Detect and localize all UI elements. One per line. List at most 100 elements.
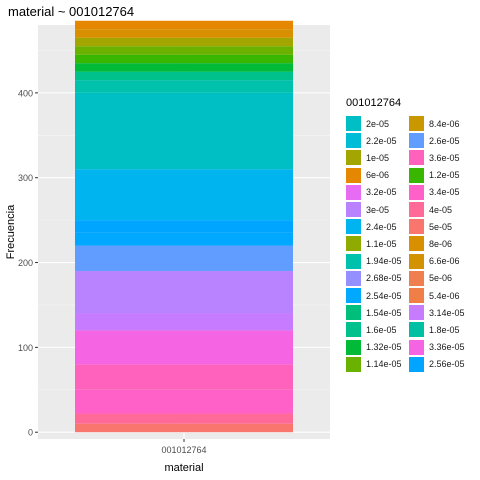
legend-item: 3.4e-05	[409, 184, 460, 201]
legend-label: 6.6e-06	[429, 256, 460, 266]
legend-item: 1.32e-05	[346, 339, 402, 356]
legend: 2e-05 2.2e-05 1e-05 6e-06 3.2e-05 3e-05 2.4e-0…	[346, 115, 480, 375]
legend-item: 3e-05	[346, 201, 389, 218]
legend-label: 1.2e-05	[429, 170, 460, 180]
legend-label: 3e-05	[366, 205, 389, 215]
legend-label: 3.36e-05	[429, 342, 465, 352]
legend-item: 2e-05	[346, 115, 389, 132]
legend-label: 5e-06	[429, 273, 452, 283]
legend-swatch	[409, 357, 424, 372]
bar-segment	[75, 414, 293, 424]
x-axis: 001012764	[161, 439, 206, 455]
legend-item: 1.6e-05	[346, 321, 397, 338]
legend-swatch	[346, 202, 361, 217]
legend-item: 1.1e-05	[346, 235, 397, 252]
bar-segment	[75, 80, 293, 93]
legend-swatch	[409, 340, 424, 355]
legend-item: 1.54e-05	[346, 304, 402, 321]
legend-item: 2.56e-05	[409, 356, 465, 373]
legend-item: 2.4e-05	[346, 218, 397, 235]
bar-segment	[75, 424, 293, 432]
legend-label: 2.6e-05	[429, 136, 460, 146]
y-tick-label: 300	[18, 173, 33, 183]
legend-label: 3.6e-05	[429, 153, 460, 163]
legend-swatch	[409, 202, 424, 217]
legend-swatch	[409, 116, 424, 131]
legend-swatch	[409, 150, 424, 165]
legend-item: 4e-05	[409, 201, 452, 218]
legend-item: 6.6e-06	[409, 253, 460, 270]
legend-item: 8e-06	[409, 235, 452, 252]
legend-swatch	[346, 116, 361, 131]
y-tick-label: 200	[18, 258, 33, 268]
legend-swatch	[346, 254, 361, 269]
bar-segment	[75, 21, 293, 29]
y-axis-label: Frecuencia	[5, 204, 17, 259]
legend-swatch	[346, 133, 361, 148]
legend-label: 2.4e-05	[366, 222, 397, 232]
legend-item: 3.6e-05	[409, 149, 460, 166]
y-tick-label: 0	[28, 428, 33, 438]
legend-label: 8.4e-06	[429, 119, 460, 129]
legend-label: 2.2e-05	[366, 136, 397, 146]
legend-label: 1e-05	[366, 153, 389, 163]
legend-swatch	[346, 150, 361, 165]
legend-label: 2.54e-05	[366, 291, 402, 301]
legend-swatch	[346, 357, 361, 372]
legend-swatch	[346, 236, 361, 251]
bar-segment	[75, 271, 293, 313]
legend-item: 1.94e-05	[346, 253, 402, 270]
legend-swatch	[409, 271, 424, 286]
legend-item: 3.2e-05	[346, 184, 397, 201]
legend-label: 8e-06	[429, 239, 452, 249]
legend-swatch	[346, 219, 361, 234]
legend-swatch	[409, 288, 424, 303]
bar-segment	[75, 330, 293, 364]
legend-swatch	[346, 168, 361, 183]
legend-swatch	[346, 340, 361, 355]
bar-segment	[75, 220, 293, 233]
stacked-bar	[75, 21, 293, 432]
legend-item: 1e-05	[346, 149, 389, 166]
legend-label: 1.6e-05	[366, 325, 397, 335]
legend-item: 2.68e-05	[346, 270, 402, 287]
x-axis-label: material	[164, 462, 203, 474]
legend-title: 001012764	[346, 97, 401, 109]
legend-label: 2.56e-05	[429, 359, 465, 369]
bar-segment	[75, 72, 293, 80]
bar-segment	[75, 169, 293, 220]
y-axis: 0100200300400	[18, 88, 38, 437]
legend-item: 5e-06	[409, 270, 452, 287]
legend-label: 5e-05	[429, 222, 452, 232]
legend-swatch	[346, 305, 361, 320]
legend-label: 1.14e-05	[366, 359, 402, 369]
legend-item: 1.14e-05	[346, 356, 402, 373]
legend-item: 8.4e-06	[409, 115, 460, 132]
bar-segment	[75, 390, 293, 414]
legend-swatch	[409, 219, 424, 234]
legend-swatch	[409, 185, 424, 200]
legend-item: 2.2e-05	[346, 132, 397, 149]
bar-segment	[75, 55, 293, 63]
bar-segment	[75, 63, 293, 71]
bar-segment	[75, 29, 293, 37]
bar-segment	[75, 93, 293, 169]
legend-label: 1.32e-05	[366, 342, 402, 352]
legend-label: 3.4e-05	[429, 187, 460, 197]
legend-item: 1.8e-05	[409, 321, 460, 338]
legend-item: 5.4e-06	[409, 287, 460, 304]
legend-swatch	[409, 133, 424, 148]
legend-swatch	[409, 236, 424, 251]
legend-label: 1.94e-05	[366, 256, 402, 266]
legend-label: 1.54e-05	[366, 308, 402, 318]
legend-label: 3.14e-05	[429, 308, 465, 318]
legend-label: 1.8e-05	[429, 325, 460, 335]
legend-item: 2.54e-05	[346, 287, 402, 304]
legend-item: 5e-05	[409, 218, 452, 235]
y-tick-label: 400	[18, 88, 33, 98]
legend-swatch	[409, 254, 424, 269]
bar-segment	[75, 233, 293, 246]
legend-item: 3.14e-05	[409, 304, 465, 321]
legend-item: 2.6e-05	[409, 132, 460, 149]
legend-label: 2e-05	[366, 119, 389, 129]
